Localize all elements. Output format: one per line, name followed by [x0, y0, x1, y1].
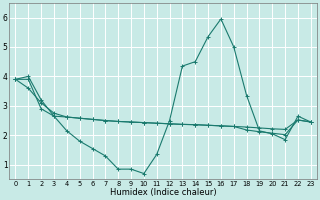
X-axis label: Humidex (Indice chaleur): Humidex (Indice chaleur) [110, 188, 216, 197]
